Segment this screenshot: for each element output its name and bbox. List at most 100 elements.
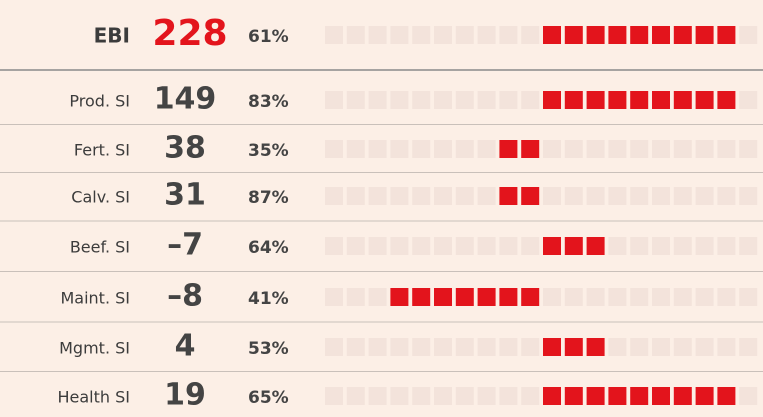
scale-square bbox=[739, 26, 758, 44]
scale-square bbox=[455, 338, 474, 356]
scale-square bbox=[586, 140, 605, 158]
scale-square bbox=[521, 387, 540, 405]
scale-square bbox=[543, 288, 561, 306]
scale-square bbox=[608, 338, 627, 356]
scale-square-filled bbox=[608, 91, 627, 109]
scale-square-filled bbox=[630, 26, 649, 44]
scale-square bbox=[739, 288, 758, 306]
scale-square bbox=[739, 140, 758, 158]
row-value: 228 bbox=[152, 13, 227, 54]
row-percent: 83% bbox=[248, 92, 289, 112]
scale-square-filled bbox=[673, 387, 692, 405]
scale-square bbox=[412, 91, 431, 109]
scale-square bbox=[499, 237, 518, 255]
scale-square bbox=[673, 140, 692, 158]
row-percent: 53% bbox=[248, 339, 289, 359]
scale-square-filled bbox=[455, 288, 474, 306]
scale-square bbox=[368, 140, 387, 158]
scale-square bbox=[739, 237, 758, 255]
scale-square bbox=[477, 26, 496, 44]
scale-square bbox=[368, 387, 387, 405]
scale-square bbox=[652, 140, 670, 158]
scale-square-filled bbox=[673, 91, 692, 109]
row-label: Calv. SI bbox=[71, 188, 130, 207]
scale-square bbox=[368, 288, 387, 306]
scale-square bbox=[543, 140, 561, 158]
scale-square bbox=[346, 237, 365, 255]
scale-square bbox=[652, 338, 670, 356]
scale-square bbox=[695, 288, 714, 306]
scale-square bbox=[412, 338, 431, 356]
scale-square-filled bbox=[630, 387, 649, 405]
scale-square bbox=[586, 288, 605, 306]
scale-square bbox=[543, 187, 561, 205]
scale-square bbox=[499, 26, 518, 44]
scale-square bbox=[455, 237, 474, 255]
scale-square bbox=[325, 140, 343, 158]
scale-square-filled bbox=[695, 91, 714, 109]
scale-square bbox=[434, 338, 452, 356]
scale-square-filled bbox=[499, 140, 518, 158]
scale-square bbox=[412, 237, 431, 255]
scale-square bbox=[477, 187, 496, 205]
scale-square bbox=[390, 140, 409, 158]
scale-square-filled bbox=[499, 187, 518, 205]
scale-square-filled bbox=[652, 387, 670, 405]
row-percent: 35% bbox=[248, 141, 289, 161]
scale-square bbox=[499, 338, 518, 356]
scale-square bbox=[368, 26, 387, 44]
scale-square bbox=[673, 187, 692, 205]
scale-square bbox=[325, 288, 343, 306]
row-percent: 64% bbox=[248, 238, 289, 258]
scale-square bbox=[673, 338, 692, 356]
row-value: 149 bbox=[154, 82, 217, 117]
scale-square bbox=[586, 187, 605, 205]
scale-square-filled bbox=[390, 288, 409, 306]
scale-square bbox=[521, 338, 540, 356]
scale-square bbox=[499, 91, 518, 109]
scale-square bbox=[477, 237, 496, 255]
scale-square bbox=[739, 338, 758, 356]
scale-square bbox=[325, 338, 343, 356]
scale-square-filled bbox=[586, 26, 605, 44]
row-value: 19 bbox=[164, 378, 206, 413]
scale-square bbox=[608, 140, 627, 158]
row-label: Mgmt. SI bbox=[59, 339, 130, 358]
row-value: 31 bbox=[164, 178, 206, 213]
scale-square bbox=[630, 288, 649, 306]
row-value: 4 bbox=[175, 329, 196, 364]
scale-square bbox=[325, 187, 343, 205]
scale-square-filled bbox=[673, 26, 692, 44]
scale-square bbox=[739, 91, 758, 109]
scale-square-filled bbox=[412, 288, 431, 306]
scale-square-filled bbox=[630, 91, 649, 109]
scale-square bbox=[739, 387, 758, 405]
scale-square-filled bbox=[521, 140, 540, 158]
scale-square-filled bbox=[499, 288, 518, 306]
row-percent: 61% bbox=[248, 27, 289, 47]
scale-square-filled bbox=[717, 387, 736, 405]
scale-square bbox=[346, 387, 365, 405]
scale-square bbox=[434, 91, 452, 109]
scale-square-filled bbox=[477, 288, 496, 306]
scale-square bbox=[630, 338, 649, 356]
scale-square bbox=[695, 338, 714, 356]
scale-square bbox=[412, 187, 431, 205]
scale-square bbox=[434, 140, 452, 158]
scale-square bbox=[717, 187, 736, 205]
scale-square bbox=[390, 91, 409, 109]
scale-square bbox=[390, 187, 409, 205]
scale-square bbox=[325, 26, 343, 44]
scale-square-filled bbox=[521, 187, 540, 205]
scale-square bbox=[521, 91, 540, 109]
row-label: Prod. SI bbox=[69, 92, 130, 111]
scale-square bbox=[434, 387, 452, 405]
scale-square bbox=[368, 91, 387, 109]
scale-square bbox=[673, 237, 692, 255]
scale-square bbox=[521, 26, 540, 44]
scale-square bbox=[608, 237, 627, 255]
scale-square bbox=[346, 26, 365, 44]
scale-square-filled bbox=[564, 237, 583, 255]
scale-square bbox=[673, 288, 692, 306]
